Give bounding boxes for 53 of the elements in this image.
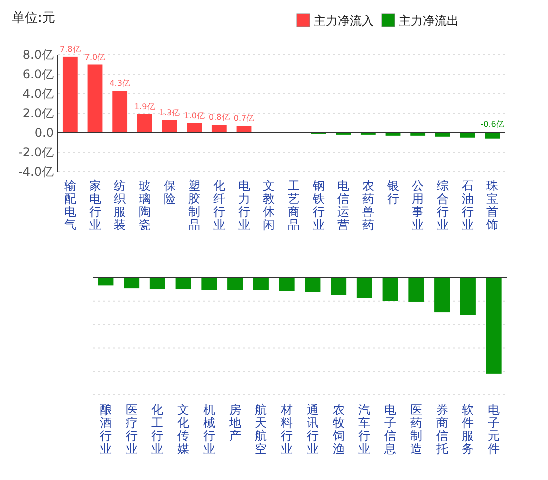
- x-tick-label: 文化传媒: [178, 403, 190, 456]
- x-tick-label: 券商信托: [435, 403, 448, 456]
- x-tick-label: 纺织服装: [114, 179, 126, 232]
- x-tick-label: 汽车行业: [358, 403, 371, 456]
- x-tick-label: 银行: [386, 179, 400, 206]
- x-tick-label: 农药兽药: [362, 179, 374, 232]
- data-label: 0.8亿: [209, 113, 230, 122]
- data-label: 1.9亿: [134, 102, 156, 112]
- data-label: 1.3亿: [159, 108, 180, 118]
- data-label: 1.0亿: [184, 111, 205, 120]
- x-tick-label: 通讯行业: [306, 403, 319, 456]
- x-tick-label: 农牧饲渔: [332, 403, 345, 456]
- y-tick-label: 6.0亿: [22, 68, 54, 82]
- x-tick-label: 家电行业: [89, 179, 102, 232]
- chart-title: 单位:元: [12, 11, 56, 26]
- x-tick-label: 工艺商品: [288, 179, 300, 232]
- x-tick-label: 机械行业: [203, 403, 216, 456]
- x-tick-label: 公用事业: [412, 179, 424, 232]
- x-tick-label: 综合行业: [436, 179, 449, 232]
- data-label: 0.7亿: [234, 114, 255, 124]
- x-tick-label: 航天航空: [255, 403, 268, 456]
- data-label: 4.3亿: [110, 79, 130, 88]
- x-tick-label: 钢铁行业: [312, 179, 325, 232]
- x-tick-label: 保险: [164, 179, 176, 206]
- x-tick-label: 文教休闲: [263, 179, 276, 232]
- legend-label: 主力净流出: [399, 14, 459, 28]
- x-tick-label: 医疗行业: [126, 403, 138, 456]
- x-tick-label: 输配电气: [64, 179, 76, 232]
- x-tick-label: 珠宝首饰: [486, 179, 499, 232]
- x-tick-label: 化纤行业: [213, 179, 226, 232]
- y-tick-label: 0.0: [34, 126, 54, 140]
- y-tick-label: -2.0亿: [18, 146, 54, 160]
- x-tick-label: 电力行业: [238, 179, 250, 232]
- x-tick-label: 房地产: [228, 403, 242, 443]
- y-tick-label: -4.0亿: [18, 165, 54, 179]
- x-tick-label: 材料行业: [280, 403, 294, 456]
- y-tick-label: 4.0亿: [22, 87, 54, 101]
- x-tick-label: 石油行业: [462, 179, 474, 232]
- data-label: -0.6亿: [480, 120, 504, 129]
- y-tick-label: 2.0亿: [22, 106, 54, 120]
- x-tick-label: 塑胶制品: [188, 179, 201, 232]
- legend-label: 主力净流入: [314, 14, 374, 28]
- y-tick-label: 8.0亿: [22, 48, 54, 62]
- x-tick-label: 电信运营: [338, 179, 350, 232]
- x-tick-label: 电子元件: [488, 403, 500, 456]
- x-tick-label: 化工行业: [152, 403, 164, 456]
- x-tick-label: 医药制造: [410, 403, 422, 456]
- x-tick-label: 玻璃陶瓷: [138, 179, 151, 232]
- data-label: 7.8亿: [60, 44, 81, 54]
- data-label: 7.0亿: [84, 52, 106, 62]
- x-tick-label: 电子信息: [384, 403, 397, 456]
- x-tick-label: 酿酒行业: [100, 403, 112, 456]
- x-tick-label: 软件服务: [462, 403, 474, 456]
